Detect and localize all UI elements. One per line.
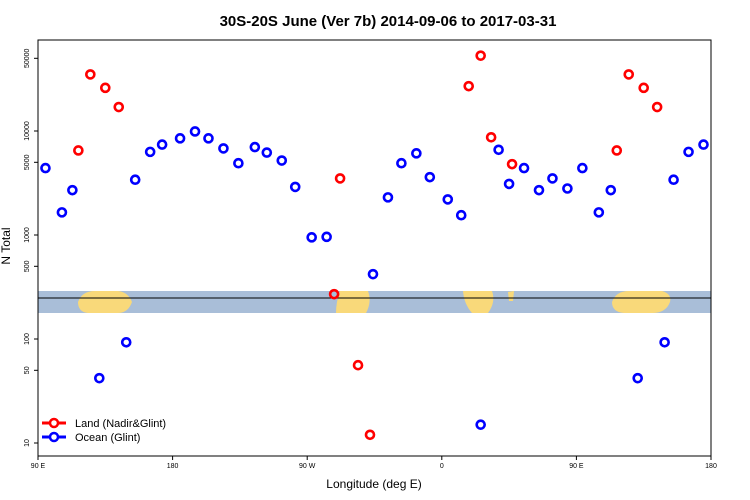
land-point bbox=[623, 69, 635, 80]
ocean-point bbox=[156, 139, 168, 150]
x-tick-label: 90 W bbox=[299, 463, 316, 470]
land-point bbox=[352, 359, 364, 371]
ocean-point bbox=[518, 162, 530, 174]
ocean-point bbox=[249, 141, 261, 153]
x-axis-ticks: 90 E 180 90 W 0 90 E 180 bbox=[31, 456, 717, 470]
y-tick-label: 1000 bbox=[24, 227, 31, 243]
ocean-point bbox=[144, 146, 156, 158]
ocean-point bbox=[261, 147, 273, 158]
ocean-point bbox=[659, 336, 670, 348]
ocean-point bbox=[396, 157, 407, 169]
ocean-point bbox=[503, 178, 515, 190]
y-tick-label: 50 bbox=[24, 366, 31, 374]
ocean-point bbox=[233, 157, 244, 169]
ocean-point bbox=[605, 184, 617, 196]
legend-land-label: Land (Nadir&Glint) bbox=[75, 418, 166, 430]
ocean-point bbox=[306, 232, 317, 243]
chart-title: 30S-20S June (Ver 7b) 2014-09-06 to 2017… bbox=[220, 13, 557, 30]
legend-land-marker bbox=[48, 417, 60, 429]
ocean-point bbox=[424, 171, 436, 183]
y-axis-ticks: 500 1000 5000 10000 50000 10 50 100 bbox=[24, 48, 38, 447]
legend: Land (Nadir&Glint) Ocean (Glint) bbox=[42, 417, 166, 444]
ocean-point bbox=[40, 162, 51, 174]
ocean-point bbox=[289, 181, 301, 193]
y-tick-label: 10000 bbox=[24, 121, 31, 141]
y-axis-label: N Total bbox=[0, 227, 13, 264]
land-point bbox=[651, 101, 663, 113]
land-point bbox=[611, 145, 623, 156]
y-tick-label: 10 bbox=[24, 439, 31, 447]
ocean-point bbox=[632, 372, 644, 384]
land-point bbox=[73, 145, 84, 156]
land-south-america bbox=[336, 291, 370, 313]
land-point bbox=[364, 429, 376, 441]
x-tick-label: 90 E bbox=[31, 463, 46, 470]
land-madagascar bbox=[508, 291, 514, 301]
land-point bbox=[113, 101, 125, 113]
legend-ocean-label: Ocean (Glint) bbox=[75, 432, 140, 444]
data-points bbox=[40, 50, 709, 441]
ocean-point bbox=[455, 209, 467, 221]
y-tick-label: 100 bbox=[24, 333, 31, 345]
ocean-point bbox=[593, 207, 605, 218]
ocean-point bbox=[218, 143, 229, 154]
land-point bbox=[475, 50, 486, 61]
ocean-point bbox=[203, 133, 214, 144]
land-australia-east bbox=[612, 291, 671, 313]
land-point bbox=[334, 173, 346, 184]
legend-ocean-marker bbox=[48, 431, 60, 443]
ocean-point bbox=[382, 192, 394, 203]
land-point bbox=[506, 158, 518, 170]
x-tick-label: 180 bbox=[167, 463, 179, 470]
ocean-point bbox=[94, 372, 105, 384]
ocean-point bbox=[276, 155, 288, 166]
land-point bbox=[328, 288, 340, 300]
x-tick-label: 0 bbox=[440, 463, 444, 470]
land-point bbox=[100, 82, 111, 94]
ocean-point bbox=[683, 146, 694, 158]
ocean-point bbox=[533, 184, 545, 196]
ocean-point bbox=[547, 173, 558, 184]
ocean-point bbox=[411, 148, 422, 159]
ocean-point bbox=[367, 268, 379, 280]
land-point bbox=[85, 69, 96, 80]
x-axis-label: Longitude (deg E) bbox=[326, 477, 421, 491]
ocean-point bbox=[129, 174, 141, 186]
x-tick-label: 180 bbox=[705, 463, 717, 470]
ocean-point bbox=[562, 183, 573, 194]
ocean-point bbox=[493, 144, 504, 156]
land-map-strip bbox=[38, 291, 711, 313]
land-point bbox=[638, 82, 650, 94]
land-point bbox=[485, 131, 497, 143]
x-tick-label: 90 E bbox=[569, 463, 584, 470]
ocean-point bbox=[698, 139, 709, 150]
ocean-point bbox=[174, 133, 186, 144]
y-tick-label: 500 bbox=[24, 260, 31, 272]
ocean-point bbox=[475, 419, 486, 430]
ocean-point bbox=[577, 162, 588, 174]
ocean-point bbox=[189, 126, 201, 137]
ocean-point bbox=[668, 174, 679, 186]
ocean-point bbox=[321, 231, 332, 243]
ocean-band bbox=[38, 291, 711, 313]
plot-frame bbox=[37, 39, 712, 457]
y-tick-label: 50000 bbox=[24, 48, 31, 68]
land-point bbox=[463, 80, 475, 92]
ocean-point bbox=[67, 184, 78, 196]
y-tick-label: 5000 bbox=[24, 154, 31, 170]
ocean-point bbox=[442, 194, 454, 205]
land-southern-africa bbox=[463, 291, 494, 313]
ocean-point bbox=[120, 336, 132, 348]
land-australia-west bbox=[78, 291, 132, 313]
ocean-point bbox=[56, 207, 68, 218]
